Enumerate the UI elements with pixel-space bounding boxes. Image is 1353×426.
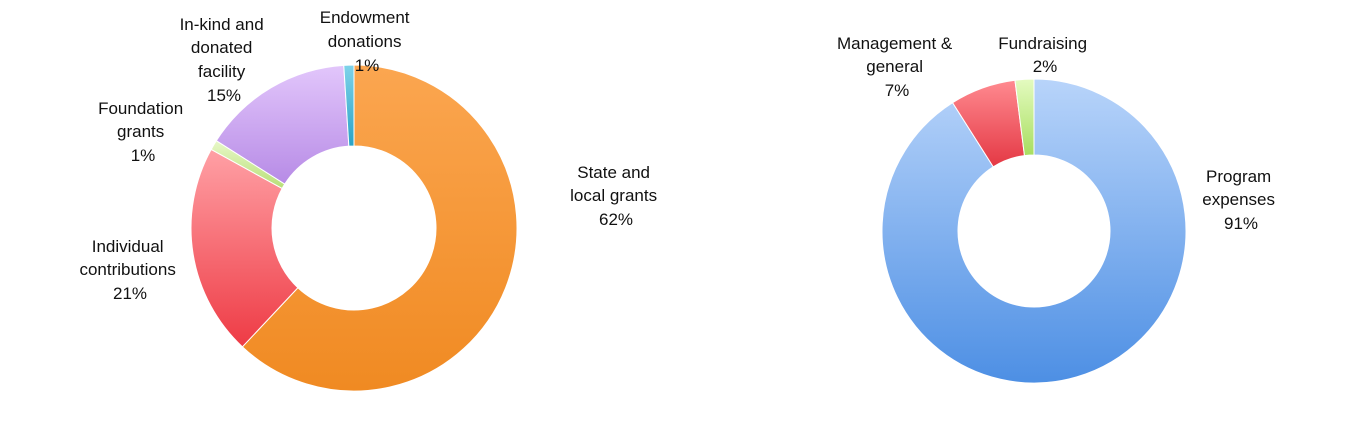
slice-endowment-donations xyxy=(343,64,355,147)
slice-label-foundation-grants: Foundation grants 1% xyxy=(98,99,188,165)
slice-program-expenses xyxy=(881,78,1187,384)
slice-label-endowment-donations: Endowment donations 1% xyxy=(320,8,415,75)
revenue-donut-chart: State and local grants 62% Individual co… xyxy=(79,8,662,392)
slice-label-individual-contributions: Individual contributions 21% xyxy=(79,237,180,303)
slice-label-in-kind-and-donated-facility: In-kind and donated facility 15% xyxy=(180,15,269,105)
slice-state-and-local-grants xyxy=(241,64,518,392)
slice-label-fundraising: Fundraising 2% xyxy=(998,34,1092,76)
expenses-donut-chart: Program expenses 91% Management & genera… xyxy=(837,34,1280,384)
slice-label-state-and-local-grants: State and local grants 62% xyxy=(570,163,662,229)
slice-fundraising xyxy=(1014,78,1035,157)
slice-label-program-expenses: Program expenses 91% xyxy=(1202,167,1280,233)
slice-individual-contributions xyxy=(190,148,299,348)
slice-label-management-and-general: Management & general 7% xyxy=(837,34,957,100)
